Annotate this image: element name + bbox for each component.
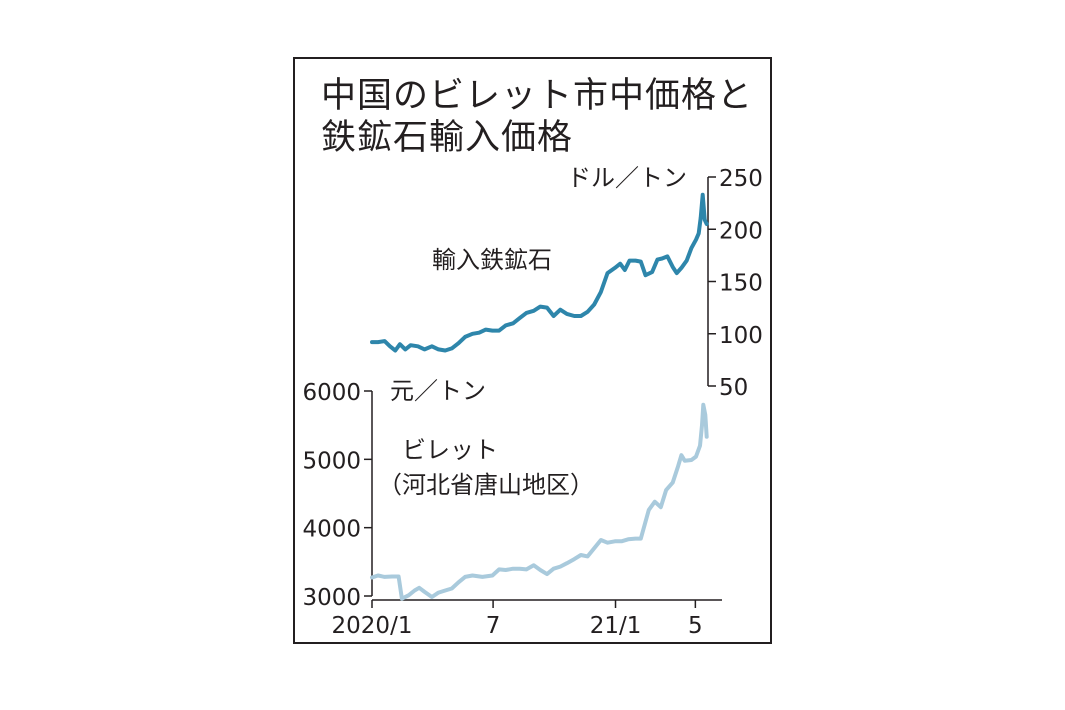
billet-series-label: ビレット [402,436,498,464]
x-tick-label: 5 [688,613,703,639]
billet-series-line [370,402,709,601]
billet-unit-label: 元／トン [390,377,486,405]
iron-ore-series-line [370,192,709,353]
billet-y-tick-label: 4000 [302,517,361,543]
series-layer [370,192,709,601]
iron-ore-y-tick-label: 250 [719,166,763,192]
x-tick-label: 7 [486,613,501,639]
iron-ore-y-tick-label: 50 [719,375,748,401]
billet-y-tick-label: 5000 [302,448,361,474]
iron-ore-unit-label: ドル／トン [567,164,687,192]
x-tick-label: 2020/1 [332,613,413,639]
chart-title-line-2: 鉄鉱石輸入価格 [321,118,574,158]
iron-ore-series-label: 輸入鉄鉱石 [432,246,552,274]
iron-ore-y-tick-label: 100 [719,323,763,349]
chart-title-line-1: 中国のビレット市中価格と [321,76,754,116]
billet-series-sublabel: （河北省唐山地区） [378,471,594,499]
label-layer: ドル／トン 元／トン 輸入鉄鉱石 ビレット （河北省唐山地区） [378,164,687,499]
billet-y-tick-label: 6000 [302,380,361,406]
iron-ore-y-tick-label: 200 [719,218,763,244]
x-tick-label: 21/1 [590,613,642,639]
billet-y-tick-label: 3000 [302,585,361,611]
iron-ore-y-tick-label: 150 [719,271,763,297]
chart-frame: 中国のビレット市中価格と 鉄鉱石輸入価格 [293,57,772,644]
